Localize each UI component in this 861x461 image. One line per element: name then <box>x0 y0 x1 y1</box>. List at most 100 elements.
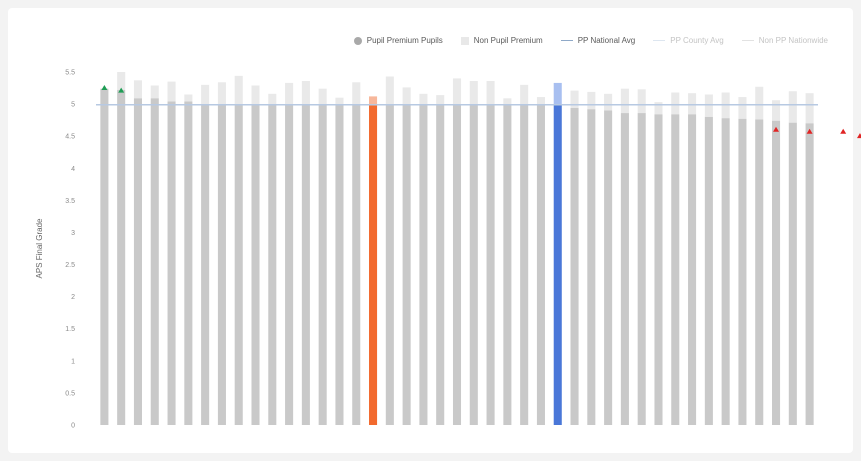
pupil-premium-bar <box>167 101 176 426</box>
non-pupil-premium-bar <box>251 85 260 105</box>
below-average-marker <box>840 128 847 134</box>
pupil-premium-bar <box>570 107 579 425</box>
pupil-premium-bar <box>335 104 344 425</box>
non-pupil-premium-bar <box>117 72 126 90</box>
y-tick-label: 5 <box>71 102 75 109</box>
pupil-premium-bar <box>402 104 411 425</box>
pupil-premium-bar <box>369 104 378 425</box>
non-pupil-premium-bar <box>637 89 646 114</box>
chart-legend: Pupil Premium Pupils Non Pupil Premium P… <box>8 36 828 45</box>
legend-square-icon <box>460 36 469 45</box>
pupil-premium-bar <box>469 104 478 425</box>
below-average-marker <box>856 133 861 139</box>
legend-label: Non Pupil Premium <box>473 36 543 45</box>
legend-item-pp-county-avg[interactable]: PP County Avg <box>653 36 724 45</box>
pupil-premium-bar <box>385 104 394 425</box>
pupil-premium-bar <box>587 109 596 425</box>
y-axis-label: APS Final Grade <box>35 218 44 279</box>
above-average-marker <box>118 87 125 93</box>
non-pupil-premium-bar <box>201 84 210 105</box>
y-tick-label: 3 <box>71 230 75 237</box>
non-pupil-premium-bar <box>217 82 226 105</box>
pupil-premium-bar <box>184 101 193 426</box>
non-pupil-premium-bar <box>788 91 797 123</box>
pupil-premium-bar <box>788 122 797 425</box>
pupil-premium-bar <box>486 104 495 425</box>
non-pupil-premium-bar <box>419 93 428 105</box>
non-pupil-premium-bar <box>738 97 747 119</box>
non-pupil-premium-bar <box>452 78 462 105</box>
legend-line-icon <box>653 40 666 41</box>
pupil-premium-bar <box>452 104 462 425</box>
legend-item-pupil-premium[interactable]: Pupil Premium Pupils <box>353 36 443 45</box>
below-average-marker <box>773 126 780 132</box>
legend-item-non-pupil-premium[interactable]: Non Pupil Premium <box>460 36 543 45</box>
legend-label: Pupil Premium Pupils <box>366 36 443 45</box>
legend-line-icon <box>560 40 573 41</box>
non-pupil-premium-bar <box>268 93 277 105</box>
pupil-premium-bar <box>771 120 781 425</box>
pupil-premium-bar <box>436 104 445 425</box>
non-pupil-premium-bar <box>301 80 310 105</box>
pupil-premium-bar <box>654 114 663 426</box>
non-pupil-premium-bar <box>436 95 445 105</box>
legend-item-non-pp-nationwide[interactable]: Non PP Nationwide <box>741 36 828 45</box>
non-pupil-premium-bar <box>402 87 411 105</box>
y-tick-label: 0.5 <box>65 390 75 397</box>
pupil-premium-bar <box>150 98 159 425</box>
non-pupil-premium-bar <box>469 80 478 105</box>
pupil-premium-bar <box>536 104 545 425</box>
non-pupil-premium-bar <box>671 92 680 115</box>
non-pupil-premium-bar <box>503 98 512 105</box>
y-tick-label: 2.5 <box>65 262 75 269</box>
non-pupil-premium-bar <box>654 102 663 115</box>
non-pupil-premium-bar <box>285 82 294 105</box>
pupil-premium-bar <box>704 116 713 425</box>
non-pupil-premium-bar <box>771 100 781 121</box>
non-pupil-premium-bar <box>620 88 629 114</box>
non-pupil-premium-bar <box>385 76 394 105</box>
pupil-premium-bar <box>285 104 294 425</box>
pupil-premium-bar <box>805 123 814 425</box>
y-tick-label: 1.5 <box>65 326 75 333</box>
non-pupil-premium-bar <box>704 94 713 117</box>
pupil-premium-bar <box>520 104 529 425</box>
y-tick-label: 1 <box>71 358 75 365</box>
non-pupil-premium-bar <box>570 90 579 108</box>
pupil-premium-bar <box>201 104 210 425</box>
pupil-premium-bar <box>620 113 629 426</box>
y-tick-label: 4.5 <box>65 134 75 141</box>
non-pupil-premium-bar <box>587 91 596 110</box>
pupil-premium-bar <box>688 114 697 426</box>
pupil-premium-bar <box>503 104 512 425</box>
legend-label: PP County Avg <box>670 36 724 45</box>
pupil-premium-bar <box>352 104 361 425</box>
non-pupil-premium-bar <box>335 97 344 105</box>
non-pupil-premium-bar <box>167 81 176 102</box>
pupil-premium-bar <box>671 114 680 426</box>
pupil-premium-bar <box>553 104 562 425</box>
pupil-premium-bar <box>251 104 260 425</box>
non-pupil-premium-bar <box>486 80 495 105</box>
non-pupil-premium-bar <box>520 84 529 105</box>
non-pupil-premium-bar <box>604 93 613 111</box>
non-pupil-premium-bar <box>369 96 378 105</box>
pupil-premium-bar <box>268 104 277 425</box>
pupil-premium-bar <box>133 98 143 425</box>
below-average-marker <box>806 128 813 134</box>
y-tick-label: 3.5 <box>65 198 75 205</box>
non-pupil-premium-bar <box>755 86 764 120</box>
pupil-premium-bar <box>721 118 730 425</box>
pupil-premium-bar <box>318 104 327 425</box>
pupil-premium-bar <box>217 104 226 425</box>
pupil-premium-bar <box>100 88 109 426</box>
legend-item-pp-national-avg[interactable]: PP National Avg <box>560 36 635 45</box>
y-tick-label: 2 <box>71 294 75 301</box>
pupil-premium-bar <box>419 104 428 425</box>
non-pupil-premium-bar <box>150 85 159 99</box>
legend-dot-icon <box>353 36 362 45</box>
y-tick-label: 5.5 <box>65 70 75 77</box>
pupil-premium-bar <box>738 118 747 426</box>
non-pupil-premium-bar <box>553 82 562 105</box>
